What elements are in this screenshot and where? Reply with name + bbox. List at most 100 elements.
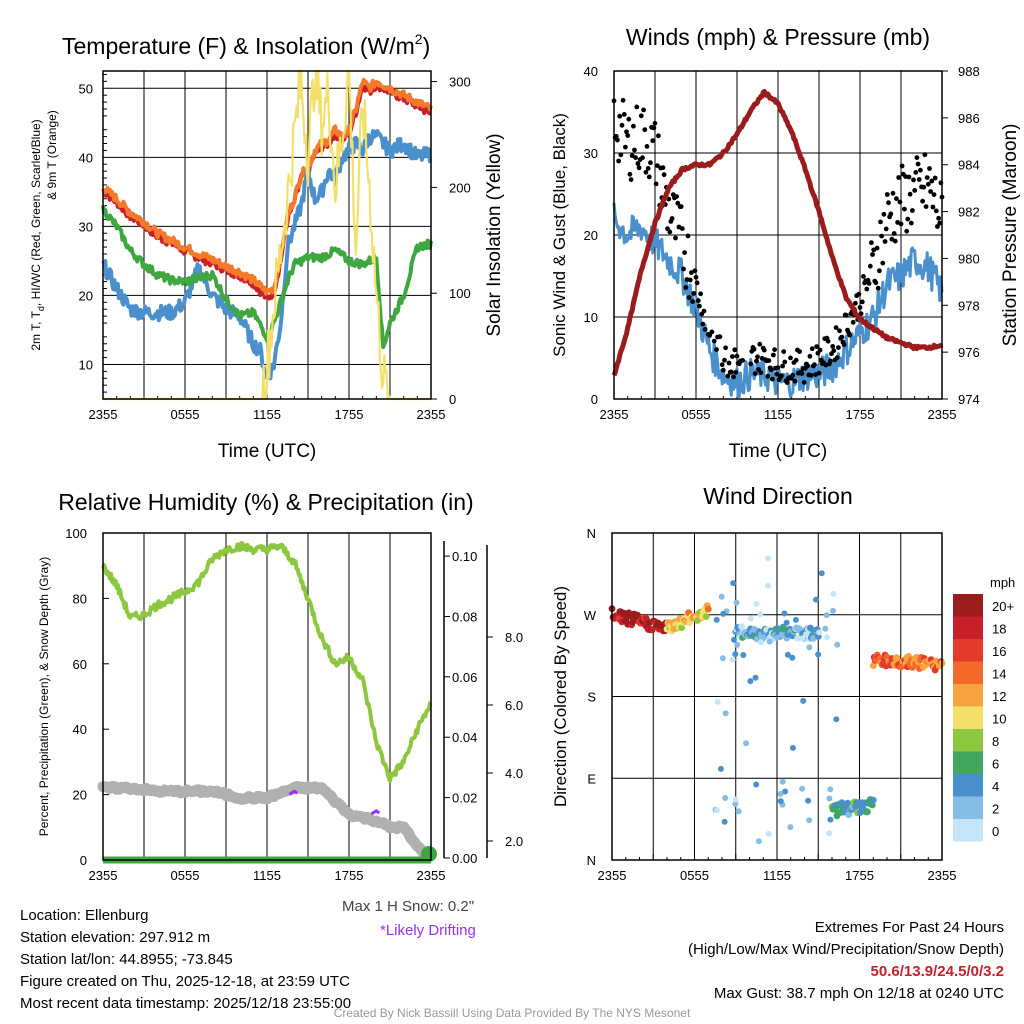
dir-point [678,624,686,631]
gust-point [755,354,760,360]
dir-point [818,570,825,577]
gust-point [916,177,922,182]
legend-title: mph [990,575,1015,590]
dir-point [734,641,741,648]
gust-point [698,291,703,297]
dir-point [833,716,840,723]
gust-point [929,178,935,184]
dir-point [799,785,806,792]
legend-label: 4 [992,779,999,794]
gust-point [843,313,849,318]
gust-point [695,298,701,304]
dir-ytick-label: E [587,771,596,786]
dir-frame [611,532,943,861]
dir-point [799,635,806,642]
dir-point [794,634,801,642]
gust-point [774,371,780,377]
gust-point [814,344,820,349]
gust-point [828,358,833,364]
dir-point [869,662,877,669]
gust-point [635,161,641,166]
temp-ytick-label: 20 [79,288,93,303]
legend-swatch [953,751,983,774]
legend-label: 16 [992,644,1006,659]
gust-point [769,376,775,382]
gust-point [701,308,707,314]
temp-ylabel-line1: 2m T, Td, HI/WC (Red, Green, Scarlet/Blu… [29,119,46,350]
gust-point [833,325,839,330]
legend-swatch [953,661,983,684]
legend-label: 12 [992,689,1006,704]
gust-point [841,342,847,348]
dir-point [732,801,739,807]
rh-ytick-label: 60 [73,657,87,672]
temp-frame [102,70,432,400]
insolation-ytick-label: 200 [449,180,471,195]
dir-point [718,593,725,600]
gust-point [674,194,679,199]
dir-point [806,817,813,824]
gust-point [752,371,758,376]
credit-line: Created By Nick Bassill Using Data Provi… [333,1006,691,1020]
dir-point [765,582,771,589]
gust-point [719,362,725,368]
info-location: Location: Ellenburg [20,907,149,924]
info-recent: Most recent data timestamp: 2025/12/18 2… [20,995,352,1012]
dir-point [648,626,656,634]
wind-title: Winds (mph) & Pressure (mb) [626,24,930,50]
drifting-mark [370,809,381,816]
wind-ytick-label: 40 [584,64,598,79]
gust-point [620,97,626,103]
dir-point [787,824,794,831]
gust-point [869,240,874,246]
gust-point [899,163,905,169]
gust-point [797,349,802,354]
pressure-ytick-label: 976 [958,345,980,360]
gust-point [628,177,634,183]
pressure-ytick-label: 978 [958,298,980,313]
gust-point [717,334,723,340]
dir-point [717,765,724,772]
gust-point [633,155,638,161]
wind-xtick-label: 2355 [928,407,957,422]
gust-point [631,123,636,129]
gust-point [859,299,865,305]
rh-ytick-label: 0 [80,853,87,868]
dir-point [747,678,754,685]
dir-point [774,634,781,641]
gust-point [648,160,653,166]
temp-xtick-label: 1755 [335,407,364,422]
gust-point [728,369,734,375]
gust-point [660,165,666,171]
gust-point [890,190,896,196]
temp-ylabel-sub: d [36,306,46,311]
gust-point [638,113,644,119]
gust-point [692,268,698,274]
gust-point [623,144,628,150]
dir-point [731,636,737,643]
dir-point [824,634,830,641]
gust-point [898,221,904,227]
dir-point [720,610,727,617]
gust-point [873,280,879,286]
rh-xtick-label: 0555 [171,868,200,883]
gust-point [644,144,650,149]
legend-label: 0 [992,824,999,839]
snow-ytick-label: 2.0 [505,834,523,849]
temp-xtick-label: 2355 [417,407,446,422]
gust-point [782,359,788,365]
gust-point [857,305,863,310]
gust-point [723,345,728,351]
dir-point [743,740,750,747]
gust-point [808,372,814,378]
dir-point [714,698,721,705]
temp-xtick-label: 2355 [89,407,118,422]
gust-point [924,175,930,181]
gust-point [690,299,695,304]
gust-point [882,239,888,244]
gust-point [691,291,697,296]
gust-point [790,372,796,378]
gust-point [634,104,640,110]
wind-frame [613,70,943,400]
gust-point [646,174,652,180]
